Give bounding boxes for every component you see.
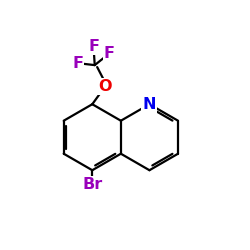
Text: Br: Br [82,178,102,192]
Text: O: O [98,79,112,94]
Text: F: F [104,46,115,61]
Text: F: F [88,38,99,54]
Text: N: N [143,97,156,112]
Text: F: F [72,56,83,71]
